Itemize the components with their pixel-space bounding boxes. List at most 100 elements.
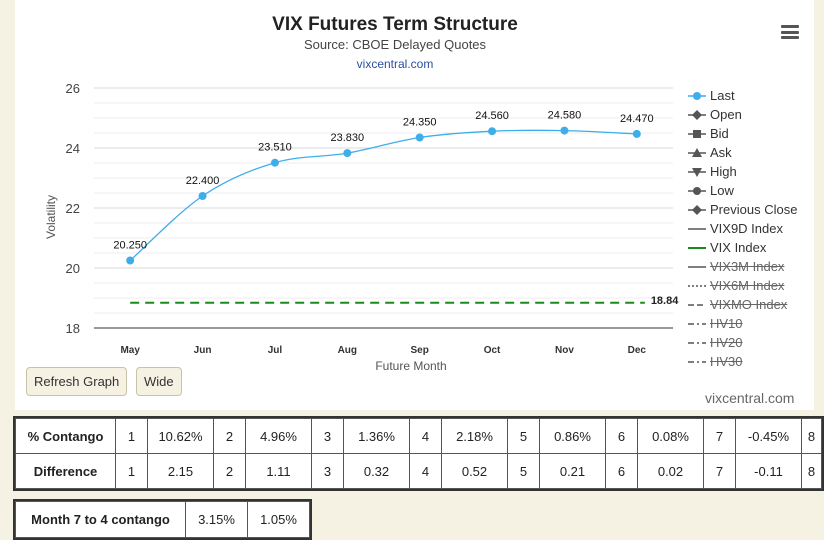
last-data-label: 24.560	[475, 110, 509, 122]
legend-label: HV30	[710, 354, 743, 369]
legend-label: HV10	[710, 316, 743, 331]
month-index-cell: 1	[115, 418, 148, 454]
x-tick-label: Oct	[484, 345, 501, 356]
legend-label: VIX3M Index	[710, 259, 785, 274]
value-cell: 2.18%	[441, 418, 508, 454]
month-index-cell: 3	[311, 418, 344, 454]
legend-item-open[interactable]: Open	[688, 105, 797, 124]
month-index-cell: 4	[409, 453, 442, 489]
legend-item-vix3m-index[interactable]: VIX3M Index	[688, 257, 797, 276]
value-cell: 0.21	[539, 453, 606, 489]
row-label: Difference	[15, 453, 116, 489]
row-label: % Contango	[15, 418, 116, 454]
legend-item-vix6m-index[interactable]: VIX6M Index	[688, 276, 797, 295]
last-data-label: 24.580	[548, 110, 582, 122]
last-data-label: 24.350	[403, 117, 437, 129]
x-tick-label: Sep	[411, 345, 429, 356]
y-tick-label: 18	[66, 321, 80, 336]
x-tick-label: May	[120, 345, 140, 356]
y-tick-label: 22	[66, 201, 80, 216]
value-cell: 0.08%	[637, 418, 704, 454]
month-contango-value: 3.15%	[185, 501, 248, 538]
legend-label: Open	[710, 107, 742, 122]
solid-line-icon	[688, 246, 706, 249]
legend-item-hv30[interactable]: HV30	[688, 352, 797, 371]
table-row: Difference 1 2.15 2 1.11 3 0.32 4 0.52 5 0.21 6 0.02…	[15, 453, 822, 489]
legend-item-hv10[interactable]: HV10	[688, 314, 797, 333]
last-data-label: 22.400	[186, 175, 220, 187]
legend-item-ask[interactable]: Ask	[688, 143, 797, 162]
last-data-point	[343, 149, 352, 158]
diamond-line-icon	[688, 109, 706, 120]
legend-label: HV20	[710, 335, 743, 350]
month-index-cell: 6	[605, 418, 638, 454]
month-index-cell: 2	[213, 418, 246, 454]
x-axis-label: Future Month	[375, 359, 447, 373]
dashdot-line-icon	[688, 341, 706, 344]
solid-line-icon	[688, 265, 706, 268]
legend-label: High	[710, 164, 737, 179]
legend-label: VIX Index	[710, 240, 767, 255]
refresh-graph-button[interactable]: Refresh Graph	[26, 367, 128, 396]
legend-item-low[interactable]: Low	[688, 181, 797, 200]
value-cell: 0.32	[343, 453, 410, 489]
last-data-label: 20.250	[113, 240, 147, 252]
diamond-line-icon	[688, 204, 706, 215]
wide-button[interactable]: Wide	[136, 367, 182, 396]
legend-item-vix9d-index[interactable]: VIX9D Index	[688, 219, 797, 238]
legend-item-previous-close[interactable]: Previous Close	[688, 200, 797, 219]
value-cell: 1.11	[245, 453, 312, 489]
legend-item-vixmo-index[interactable]: VIXMO Index	[688, 295, 797, 314]
circle-line-icon	[688, 186, 706, 195]
x-tick-label: Jun	[194, 345, 212, 356]
last-data-point	[560, 126, 569, 135]
chart-panel: 18 20 22 24 26 May Jun Jul Aug Sep Oct Nov Dec 18.84 2…	[15, 0, 814, 410]
chart-title: VIX Futures Term Structure	[272, 14, 518, 35]
solid-line-icon	[688, 227, 706, 230]
chart-subtitle: Source: CBOE Delayed Quotes	[303, 37, 487, 52]
month-index-cell: 8	[801, 418, 822, 454]
value-cell: -0.45%	[735, 418, 802, 454]
legend-item-high[interactable]: High	[688, 162, 797, 181]
month-contango-table: Month 7 to 4 contango 3.15% 1.05%	[13, 499, 312, 540]
legend-item-last[interactable]: Last	[688, 86, 797, 105]
y-tick-label: 24	[66, 141, 80, 156]
month-index-cell: 7	[703, 418, 736, 454]
value-cell: 0.02	[637, 453, 704, 489]
value-cell: -0.11	[735, 453, 802, 489]
value-cell: 0.86%	[539, 418, 606, 454]
legend-item-vix-index[interactable]: VIX Index	[688, 238, 797, 257]
circle-line-icon	[688, 91, 706, 100]
credit-text: vixcentral.com	[705, 390, 795, 406]
contango-table: % Contango 1 10.62% 2 4.96% 3 1.36% 4 2.18% 5 0.86…	[13, 416, 824, 491]
legend-item-bid[interactable]: Bid	[688, 124, 797, 143]
legend-item-hv20[interactable]: HV20	[688, 333, 797, 352]
month-index-cell: 4	[409, 418, 442, 454]
y-tick-label: 26	[66, 81, 80, 96]
last-data-label: 23.510	[258, 142, 292, 154]
x-tick-label: Jul	[268, 345, 283, 356]
last-data-point	[270, 158, 279, 167]
last-data-label: 23.830	[330, 132, 364, 144]
chart-plot: 18 20 22 24 26 May Jun Jul Aug Sep Oct Nov Dec 18.84 2…	[66, 81, 680, 356]
legend-label: Bid	[710, 126, 729, 141]
y-tick-label: 20	[66, 261, 80, 276]
dotted-line-icon	[688, 284, 706, 287]
last-data-label: 24.470	[620, 113, 654, 125]
chart-source-link[interactable]: vixcentral.com	[356, 57, 434, 71]
last-data-point	[488, 127, 497, 136]
month-index-cell: 6	[605, 453, 638, 489]
table-row: Month 7 to 4 contango 3.15% 1.05%	[15, 501, 310, 538]
month-index-cell: 5	[507, 418, 540, 454]
value-cell: 1.36%	[343, 418, 410, 454]
month-index-cell: 2	[213, 453, 246, 489]
square-line-icon	[688, 129, 706, 138]
last-data-point	[632, 129, 641, 138]
value-cell: 4.96%	[245, 418, 312, 454]
value-cell: 0.52	[441, 453, 508, 489]
legend-label: Previous Close	[710, 202, 798, 217]
value-cell: 10.62%	[147, 418, 214, 454]
dashed-line-icon	[688, 303, 706, 306]
last-data-point	[198, 192, 207, 200]
hamburger-menu-icon[interactable]	[781, 25, 799, 39]
